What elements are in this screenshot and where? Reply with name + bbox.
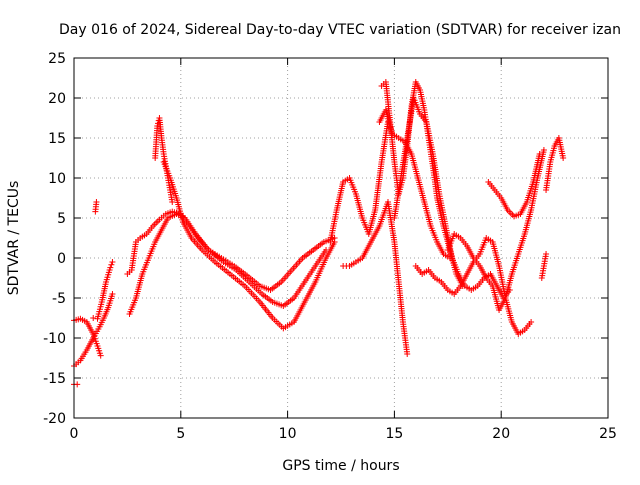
y-tick-label: -20 [43,411,66,427]
grid-layer [74,58,608,418]
data-point [154,123,161,129]
series-arc-b [71,315,104,359]
y-tick-label: 20 [48,91,66,107]
x-axis-label: GPS time / hours [282,458,399,474]
chart-title: Day 016 of 2024, Sidereal Day-to-day VTE… [59,22,621,38]
series-arc-g [126,211,330,317]
series-arc-i [152,115,176,205]
data-point [108,261,115,268]
data-point [93,199,100,205]
y-tick-label: 10 [48,171,66,187]
y-tick-label: -5 [52,291,66,307]
y-tick-label: -15 [43,371,66,387]
series-arc-k [340,199,411,357]
series-arc-r [543,135,567,193]
series-arc-q [485,151,543,220]
data-point [107,264,114,271]
series-arc-c [90,259,116,322]
series-arc-l [376,107,453,261]
data-point [74,381,81,388]
data-point [97,352,104,359]
series-arc-n [391,95,513,301]
data-point [528,319,535,325]
y-axis-label: SDTVAR / TECUs [6,181,22,296]
data-point [536,151,543,157]
series-arc-h [160,159,338,332]
data-point [560,155,567,161]
data-point [540,147,547,153]
x-tick-label: 10 [279,426,297,442]
series-arc-d [71,381,81,388]
series-arc-j [327,119,391,245]
data-point [169,199,176,205]
y-tick-label: 5 [57,211,66,227]
ticks-layer: 0 5 10 15 20 25 -20 -15 -10 -5 0 5 10 15 20 25 [43,51,617,442]
series-arc-e [92,199,100,215]
x-tick-label: 20 [492,426,510,442]
points-layer [71,79,567,388]
x-tick-label: 15 [385,426,403,442]
y-tick-label: 0 [57,251,66,267]
data-point [109,291,116,297]
plot-frame [73,57,609,419]
data-point [404,351,411,357]
y-tick-label: 15 [48,131,66,147]
data-point [90,315,97,321]
y-tick-label: 25 [48,51,66,67]
x-tick-label: 25 [599,426,617,442]
series-arc-s [538,251,550,281]
x-tick-label: 0 [70,426,79,442]
data-point [543,251,550,257]
y-tick-label: -10 [43,331,66,347]
data-point [109,259,116,265]
x-tick-label: 5 [176,426,185,442]
